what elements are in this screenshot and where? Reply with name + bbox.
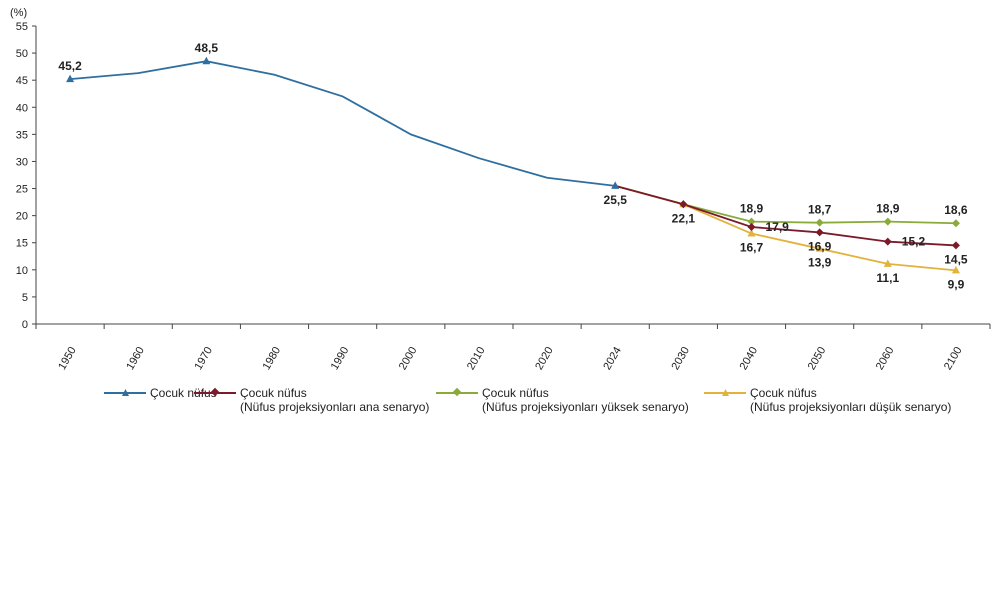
data-point [202,56,211,65]
y-tick-label: 5 [22,292,28,304]
y-tick-label: 35 [16,129,28,141]
data-label: 18,7 [808,203,832,217]
legend: Çocuk nüfus Çocuk nüfus (Nüfus projeksiyon… [0,384,1000,434]
x-tick-label: 2000 [397,345,420,372]
x-tick-label: 2024 [601,345,624,372]
data-point [815,218,824,227]
y-tick-label: 30 [16,156,28,168]
legend-label: Çocuk nüfus [482,386,549,400]
data-point [951,219,960,228]
legend-item: Çocuk nüfus [100,386,217,400]
y-tick-label: 45 [16,75,28,87]
legend-label-detail: (Nüfus projeksiyonları yüksek senaryo) [482,400,689,414]
y-tick-label: 25 [16,184,28,196]
y-tick-label: 40 [16,102,28,114]
legend-label-detail: (Nüfus projeksiyonları düşük senaryo) [750,400,952,414]
x-tick-label: 1970 [192,345,215,372]
data-point [747,229,756,237]
data-label: 48,5 [195,41,219,55]
data-label: 18,6 [944,203,968,217]
data-point [883,259,892,267]
x-tick-label: 2040 [738,345,761,372]
data-point [883,237,892,246]
x-tick-label: 1950 [56,345,79,372]
x-tick-label: 2100 [942,345,965,372]
legend-swatch [432,386,482,400]
data-point [815,244,824,252]
data-label: 25,5 [604,193,628,207]
x-tick-label: 2030 [669,345,692,372]
data-label: 11,1 [876,271,899,285]
data-point [815,228,824,237]
legend-swatch [100,386,150,400]
legend-label-detail: (Nüfus projeksiyonları ana senaryo) [240,400,430,414]
data-label: 18,9 [740,202,764,216]
data-label: 22,1 [672,211,696,225]
legend-swatch [700,386,750,400]
series-line [614,184,956,225]
data-point [66,74,75,83]
data-label: 17,9 [766,220,790,234]
y-tick-label: 55 [16,21,28,33]
data-point [951,265,960,274]
legend-item: Çocuk nüfus (Nüfus projeksiyonları düşük … [700,386,951,414]
x-tick-label: 1980 [261,345,284,372]
y-tick-label: 0 [22,319,28,331]
x-tick-label: 1990 [329,345,352,372]
data-point [951,241,960,250]
series-line [69,60,616,187]
data-label: 45,2 [58,59,82,73]
data-label: 15,2 [902,235,926,249]
data-label: 18,9 [876,202,900,216]
data-point [883,217,892,226]
legend-item: Çocuk nüfus (Nüfus projeksiyonları ana se… [190,386,429,414]
data-point [747,223,756,232]
legend-item: Çocuk nüfus (Nüfus projeksiyonları yüksek… [432,386,689,414]
legend-label: Çocuk nüfus [240,386,307,400]
y-tick-label: 50 [16,48,28,60]
x-tick-label: 1960 [124,345,147,372]
data-point [679,200,688,209]
legend-swatch [190,386,240,400]
y-axis-label: (%) [10,7,27,19]
x-tick-label: 2050 [806,345,829,372]
series-line [614,184,956,247]
x-tick-label: 2020 [533,345,556,372]
x-tick-label: 2060 [874,345,897,372]
data-label: 14,5 [944,252,968,266]
data-label: 13,9 [808,256,832,270]
data-label: 16,9 [808,239,832,253]
y-tick-label: 10 [16,265,28,277]
x-tick-label: 2010 [465,345,488,372]
line-chart: 0 5 10 15 20 25 30 35 40 45 50 55 (%) 1950 1960 1970 198… [10,7,991,372]
legend-label: Çocuk nüfus [750,386,817,400]
data-point [611,181,620,189]
data-label: 16,7 [740,241,764,255]
legend-label: Çocuk nüfus [150,386,217,400]
data-point [747,217,756,226]
y-tick-label: 20 [16,211,28,223]
data-label: 9,9 [948,277,965,291]
y-tick-label: 15 [16,238,28,250]
